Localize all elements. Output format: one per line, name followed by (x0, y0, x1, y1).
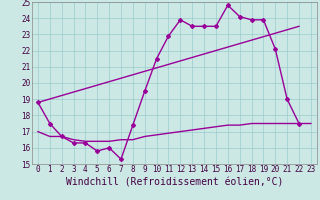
X-axis label: Windchill (Refroidissement éolien,°C): Windchill (Refroidissement éolien,°C) (66, 177, 283, 187)
